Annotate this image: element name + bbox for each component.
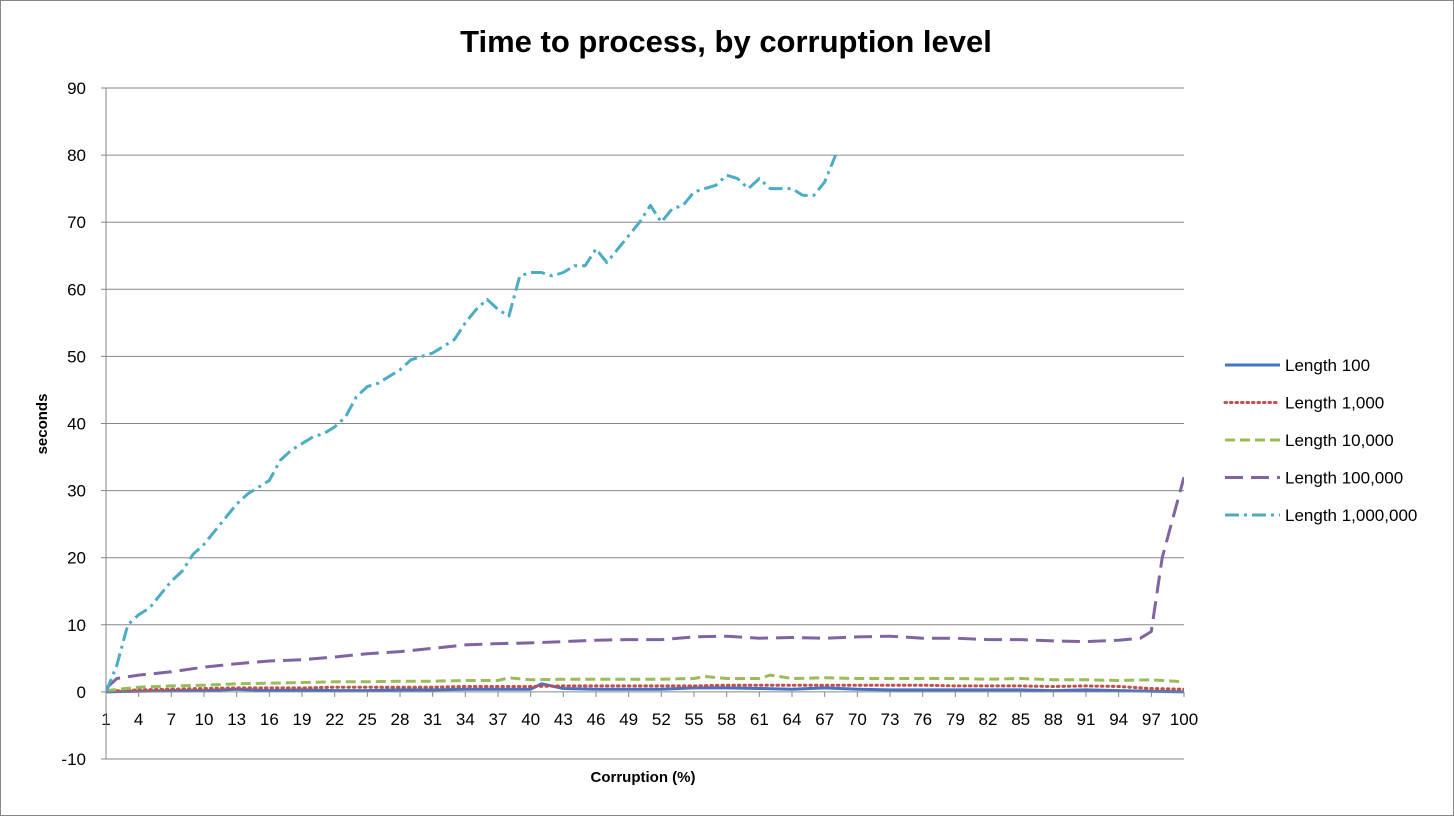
- series-line-1: [106, 682, 1184, 694]
- x-tick-label: 55: [685, 710, 704, 729]
- x-tick-label: 19: [293, 710, 312, 729]
- chart-title: Time to process, by corruption level: [460, 24, 992, 59]
- series-line-5: [106, 154, 837, 693]
- x-tick-label: 34: [456, 710, 475, 729]
- x-tick-label: 97: [1142, 710, 1161, 729]
- x-tick-label: 91: [1077, 710, 1096, 729]
- legend-label: Length 100,000: [1285, 469, 1403, 488]
- x-tick-label: 13: [227, 710, 246, 729]
- x-axis-ticks: 1 4 7 10 13 16 19 22 25 28 31 34 37 40 43 46 49 52 55 58 61 6…: [101, 710, 1198, 729]
- x-tick-label: 100: [1170, 710, 1198, 729]
- x-tick-label: 10: [195, 710, 214, 729]
- x-tick-label: 25: [358, 710, 377, 729]
- series-lines: [106, 154, 1184, 694]
- y-tick-label: 0: [77, 683, 86, 702]
- y-tick-label: 40: [67, 415, 86, 434]
- x-tick-label: 7: [167, 710, 176, 729]
- series-line-3: [106, 673, 1184, 693]
- y-tick-label: 60: [67, 280, 86, 299]
- x-tick-label: 22: [325, 710, 344, 729]
- series-line-2: [106, 683, 1184, 693]
- series-line-4: [106, 476, 1184, 690]
- y-tick-label: 20: [67, 549, 86, 568]
- y-axis-title: seconds: [34, 394, 51, 455]
- y-axis-ticks: -10 0 10 20 30 40 50 60 70 80 90: [61, 79, 86, 769]
- legend: Length 100 Length 1,000 Length 10,000 Lengt…: [1223, 356, 1417, 525]
- x-tick-label: 64: [783, 710, 802, 729]
- x-tick-label: 94: [1109, 710, 1128, 729]
- x-tick-label: 40: [521, 710, 540, 729]
- y-tick-label: 50: [67, 347, 86, 366]
- legend-label: Length 1,000,000: [1285, 506, 1417, 525]
- x-tick-label: 70: [848, 710, 867, 729]
- x-tick-label: 76: [913, 710, 932, 729]
- legend-label: Length 1,000: [1285, 394, 1384, 413]
- x-tick-label: 16: [260, 710, 279, 729]
- x-tick-label: 85: [1011, 710, 1030, 729]
- x-tick-label: 49: [619, 710, 638, 729]
- x-tick-label: 79: [946, 710, 965, 729]
- y-tick-label: 30: [67, 482, 86, 501]
- x-tick-label: 67: [815, 710, 834, 729]
- y-tick-label: 10: [67, 616, 86, 635]
- x-tick-label: 4: [134, 710, 143, 729]
- x-tick-label: 82: [979, 710, 998, 729]
- x-tick-label: 37: [489, 710, 508, 729]
- x-tick-label: 28: [391, 710, 410, 729]
- y-tick-label: 80: [67, 146, 86, 165]
- x-tick-label: 58: [717, 710, 736, 729]
- y-tick-label: 90: [67, 79, 86, 98]
- x-tick-label: 52: [652, 710, 671, 729]
- gridlines: [106, 87, 1184, 760]
- x-tick-label: 43: [554, 710, 573, 729]
- y-tick-label: 70: [67, 213, 86, 232]
- x-tick-label: 61: [750, 710, 769, 729]
- x-tick-label: 31: [423, 710, 442, 729]
- y-tick-label: -10: [61, 750, 86, 769]
- axes: [101, 87, 1185, 760]
- legend-label: Length 100: [1285, 356, 1370, 375]
- x-tick-label: 46: [587, 710, 606, 729]
- x-axis-title: Corruption (%): [591, 769, 696, 786]
- x-tick-label: 88: [1044, 710, 1063, 729]
- legend-label: Length 10,000: [1285, 431, 1394, 450]
- x-tick-label: 73: [881, 710, 900, 729]
